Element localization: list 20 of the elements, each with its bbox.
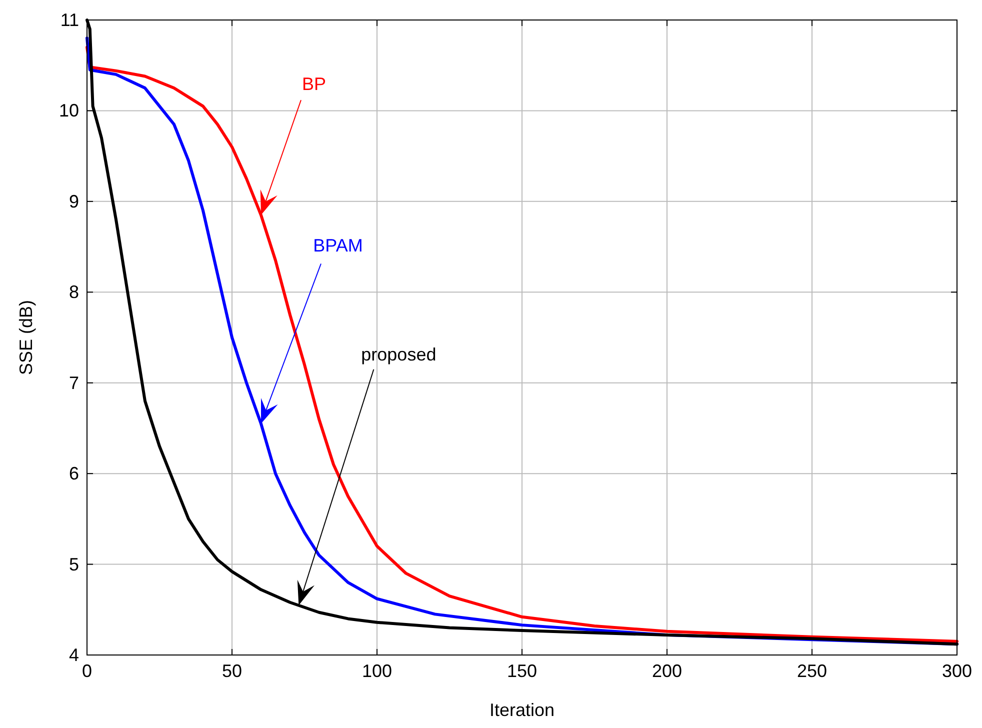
x-tick-label: 250 (796, 661, 828, 681)
y-tick-label: 7 (68, 372, 79, 393)
x-tick-label: 300 (942, 661, 972, 681)
y-tick-label: 4 (68, 645, 79, 665)
x-tick-label: 0 (82, 661, 92, 681)
y-tick-label: 10 (58, 100, 79, 121)
x-tick-label: 100 (362, 661, 392, 681)
x-tick-label: 50 (222, 661, 242, 681)
y-axis-title: SSE (dB) (16, 300, 36, 376)
y-tick-label: 9 (68, 191, 79, 212)
y-tick-label: 8 (68, 282, 79, 302)
x-tick-label: 150 (506, 661, 538, 681)
text: BP (302, 74, 326, 94)
x-axis-title: Iteration (489, 700, 555, 720)
x-tick-label: 200 (652, 661, 682, 681)
y-tick-label: 5 (68, 554, 79, 574)
text: BPAM (313, 236, 363, 256)
y-tick-label: 11 (60, 10, 79, 30)
text: proposed (361, 344, 436, 364)
y-tick-label: 6 (68, 464, 79, 484)
